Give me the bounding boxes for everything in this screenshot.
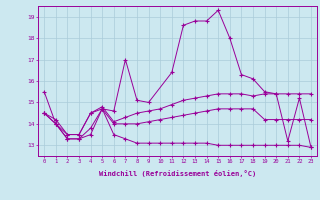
X-axis label: Windchill (Refroidissement éolien,°C): Windchill (Refroidissement éolien,°C) bbox=[99, 170, 256, 177]
